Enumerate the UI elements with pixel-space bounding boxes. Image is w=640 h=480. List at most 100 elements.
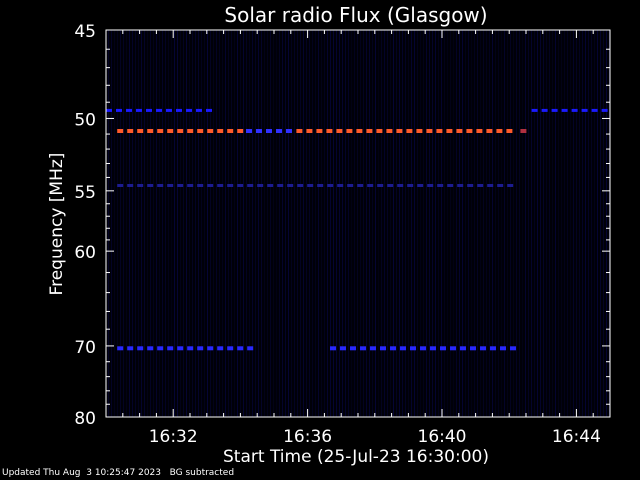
noise-column bbox=[198, 30, 199, 417]
band-segment bbox=[126, 108, 132, 112]
emission-band bbox=[117, 184, 514, 187]
band-segment bbox=[326, 129, 333, 133]
noise-column bbox=[342, 30, 343, 417]
band-segment bbox=[207, 129, 214, 133]
band-segment bbox=[167, 346, 174, 351]
band-segment bbox=[487, 184, 494, 187]
band-segment bbox=[157, 129, 164, 133]
noise-column bbox=[345, 30, 346, 417]
noise-column bbox=[330, 30, 331, 417]
noise-column bbox=[582, 30, 583, 417]
noise-column bbox=[546, 30, 547, 417]
band-segment bbox=[227, 184, 234, 187]
band-segment bbox=[460, 346, 466, 351]
y-axis-label: Frequency [MHz] bbox=[47, 153, 67, 296]
y-tick-label: 60 bbox=[74, 243, 96, 263]
band-segment bbox=[177, 129, 184, 133]
noise-column bbox=[348, 30, 349, 417]
band-segment bbox=[436, 129, 443, 133]
noise-column bbox=[459, 30, 460, 417]
band-segment bbox=[296, 129, 303, 133]
noise-column bbox=[150, 30, 151, 417]
noise-column bbox=[141, 30, 142, 417]
band-segment bbox=[146, 108, 152, 112]
noise-column bbox=[519, 30, 520, 417]
noise-column bbox=[108, 30, 109, 417]
noise-column bbox=[237, 30, 238, 417]
noise-column bbox=[423, 30, 424, 417]
noise-column bbox=[471, 30, 472, 417]
noise-column bbox=[225, 30, 226, 417]
noise-column bbox=[573, 30, 574, 417]
band-segment bbox=[127, 346, 134, 351]
noise-column bbox=[486, 30, 487, 417]
noise-column bbox=[510, 30, 511, 417]
band-segment bbox=[417, 184, 424, 187]
band-segment bbox=[127, 129, 134, 133]
noise-column bbox=[264, 30, 265, 417]
band-segment bbox=[591, 108, 598, 112]
noise-column bbox=[489, 30, 490, 417]
noise-column bbox=[228, 30, 229, 417]
band-segment bbox=[500, 346, 506, 351]
noise-column bbox=[297, 30, 298, 417]
noise-column bbox=[231, 30, 232, 417]
noise-column bbox=[432, 30, 433, 417]
band-segment bbox=[490, 346, 496, 351]
noise-column bbox=[246, 30, 247, 417]
band-segment bbox=[277, 184, 284, 187]
noise-column bbox=[267, 30, 268, 417]
band-segment bbox=[450, 346, 456, 351]
band-segment bbox=[106, 108, 112, 112]
noise-column bbox=[183, 30, 184, 417]
band-segment bbox=[117, 129, 124, 133]
band-segment bbox=[147, 184, 154, 187]
noise-column bbox=[270, 30, 271, 417]
band-segment bbox=[187, 184, 194, 187]
noise-column bbox=[570, 30, 571, 417]
noise-column bbox=[240, 30, 241, 417]
band-segment bbox=[217, 346, 224, 351]
noise-column bbox=[561, 30, 562, 417]
background-note: BG subtracted bbox=[169, 468, 235, 478]
band-segment bbox=[376, 129, 383, 133]
noise-column bbox=[366, 30, 367, 417]
band-segment bbox=[256, 129, 262, 133]
band-segment bbox=[427, 184, 434, 187]
noise-column bbox=[420, 30, 421, 417]
band-segment bbox=[307, 184, 314, 187]
band-segment bbox=[316, 129, 323, 133]
band-segment bbox=[420, 346, 426, 351]
band-segment bbox=[386, 129, 393, 133]
noise-column bbox=[147, 30, 148, 417]
band-segment bbox=[237, 129, 244, 133]
y-tick-label: 70 bbox=[74, 338, 96, 358]
noise-column bbox=[357, 30, 358, 417]
noise-column bbox=[219, 30, 220, 417]
noise-column bbox=[201, 30, 202, 417]
band-segment bbox=[117, 346, 124, 351]
noise-column bbox=[204, 30, 205, 417]
noise-column bbox=[402, 30, 403, 417]
noise-column bbox=[378, 30, 379, 417]
band-segment bbox=[247, 346, 254, 351]
noise-column bbox=[558, 30, 559, 417]
band-segment bbox=[446, 129, 453, 133]
noise-column bbox=[552, 30, 553, 417]
noise-column bbox=[372, 30, 373, 417]
band-segment bbox=[287, 184, 294, 187]
x-tick-label: 16:36 bbox=[283, 427, 332, 447]
band-segment bbox=[406, 129, 413, 133]
band-segment bbox=[117, 184, 124, 187]
band-segment bbox=[370, 346, 376, 351]
band-segment bbox=[267, 184, 274, 187]
plot-background bbox=[106, 30, 610, 417]
band-segment bbox=[456, 129, 463, 133]
noise-column bbox=[282, 30, 283, 417]
noise-column bbox=[591, 30, 592, 417]
emission-band bbox=[296, 129, 513, 133]
band-segment bbox=[350, 346, 356, 351]
band-segment bbox=[286, 129, 292, 133]
noise-column bbox=[498, 30, 499, 417]
